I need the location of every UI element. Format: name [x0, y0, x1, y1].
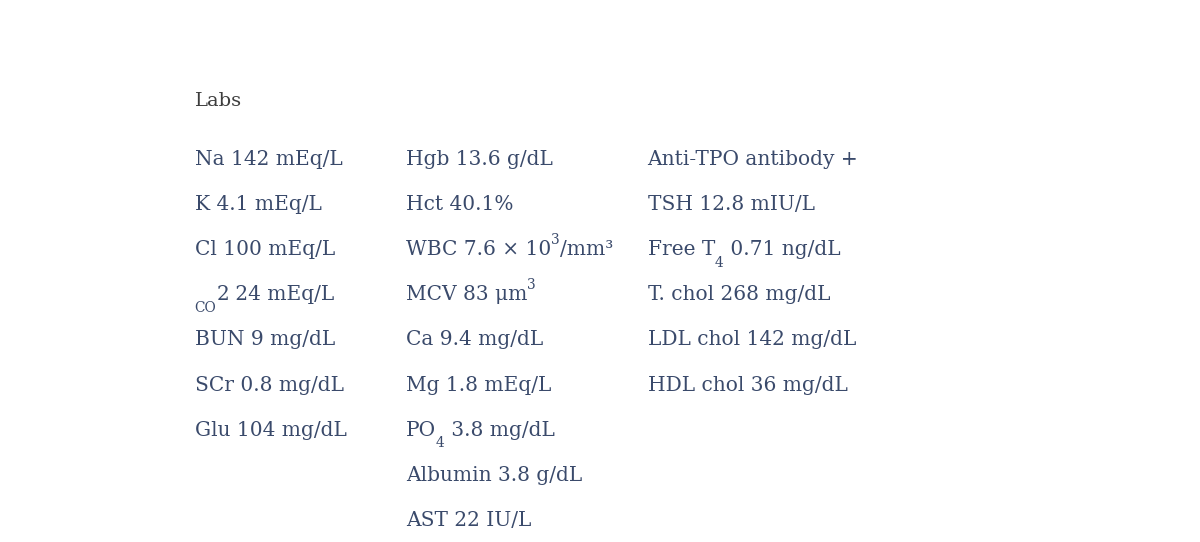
Text: 0.71 ng/dL: 0.71 ng/dL	[724, 240, 840, 260]
Text: T. chol 268 mg/dL: T. chol 268 mg/dL	[648, 286, 830, 305]
Text: 4: 4	[436, 436, 445, 450]
Text: WBC 7.6 × 10: WBC 7.6 × 10	[406, 240, 551, 260]
Text: Mg 1.8 mEq/L: Mg 1.8 mEq/L	[406, 376, 551, 395]
Text: K 4.1 mEq/L: K 4.1 mEq/L	[194, 195, 322, 214]
Text: TSH 12.8 mIU/L: TSH 12.8 mIU/L	[648, 195, 815, 214]
Text: PO: PO	[406, 421, 436, 440]
Text: Free T: Free T	[648, 240, 715, 260]
Text: Albumin 3.8 g/dL: Albumin 3.8 g/dL	[406, 466, 582, 485]
Text: 3: 3	[551, 233, 559, 247]
Text: 2: 2	[216, 286, 229, 305]
Text: Hct 40.1%: Hct 40.1%	[406, 195, 514, 214]
Text: Hgb 13.6 g/dL: Hgb 13.6 g/dL	[406, 150, 553, 169]
Text: Anti-TPO antibody +: Anti-TPO antibody +	[648, 150, 858, 169]
Text: Na 142 mEq/L: Na 142 mEq/L	[194, 150, 342, 169]
Text: Cl 100 mEq/L: Cl 100 mEq/L	[194, 240, 335, 260]
Text: SCr 0.8 mg/dL: SCr 0.8 mg/dL	[194, 376, 343, 395]
Text: MCV 83 μm: MCV 83 μm	[406, 286, 527, 305]
Text: HDL chol 36 mg/dL: HDL chol 36 mg/dL	[648, 376, 847, 395]
Text: CO: CO	[194, 301, 216, 315]
Text: Labs: Labs	[194, 92, 241, 110]
Text: /mm³: /mm³	[559, 240, 613, 260]
Text: Ca 9.4 mg/dL: Ca 9.4 mg/dL	[406, 331, 542, 350]
Text: AST 22 IU/L: AST 22 IU/L	[406, 511, 532, 530]
Text: BUN 9 mg/dL: BUN 9 mg/dL	[194, 331, 335, 350]
Text: 3: 3	[527, 278, 536, 292]
Text: LDL chol 142 mg/dL: LDL chol 142 mg/dL	[648, 331, 856, 350]
Text: 24 mEq/L: 24 mEq/L	[229, 286, 335, 305]
Text: 4: 4	[715, 256, 724, 270]
Text: 3.8 mg/dL: 3.8 mg/dL	[445, 421, 554, 440]
Text: Glu 104 mg/dL: Glu 104 mg/dL	[194, 421, 347, 440]
